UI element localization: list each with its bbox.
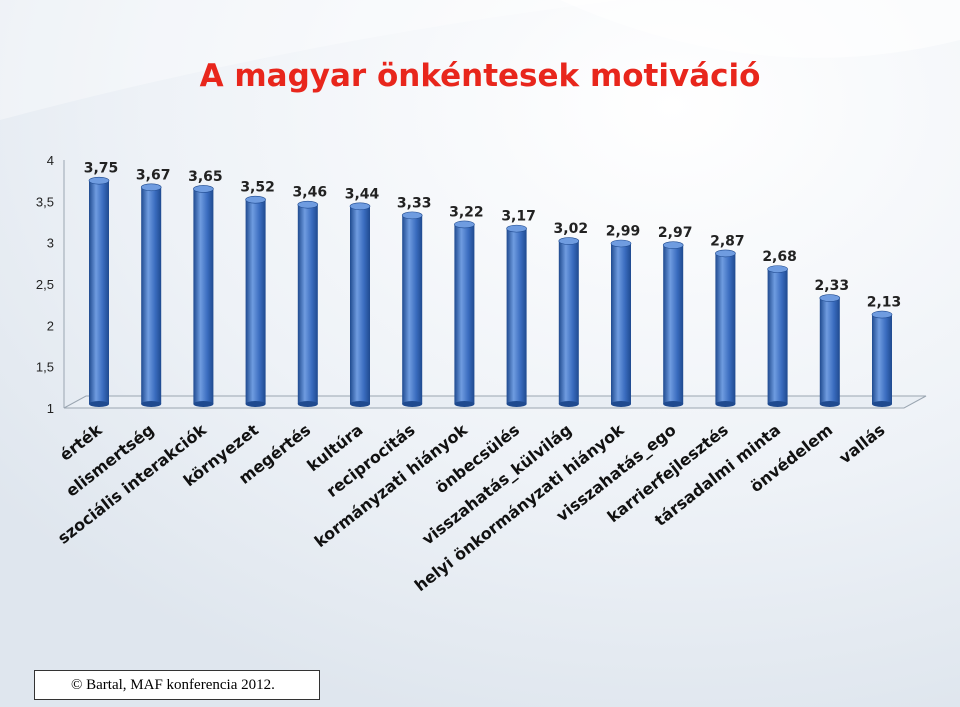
bar-top: [193, 185, 214, 193]
value-label: 3,17: [501, 209, 536, 225]
bar-top: [401, 211, 423, 220]
bar-top: [88, 176, 110, 185]
bar-body: [402, 215, 423, 404]
bar: [871, 310, 893, 407]
value-label: 2,97: [658, 225, 693, 241]
bar-base: [558, 401, 579, 407]
bar-base: [767, 401, 788, 407]
bar: [715, 249, 736, 407]
value-label: 3,67: [136, 167, 171, 183]
value-label: 2,99: [606, 223, 641, 239]
bar-body: [89, 180, 109, 404]
category-label: vallás: [835, 420, 888, 467]
bar-top: [819, 294, 841, 302]
y-tick-label: 1: [47, 401, 54, 416]
bar: [140, 183, 162, 407]
bar: [558, 237, 580, 407]
bar: [193, 185, 214, 407]
bar-top: [610, 239, 632, 248]
page-title: A magyar önkéntesek motiváció: [199, 58, 761, 94]
bar-body: [558, 241, 579, 404]
bar-body: [872, 314, 892, 404]
bar-top: [871, 310, 893, 319]
bar-base: [245, 401, 266, 407]
bar-base: [715, 401, 736, 407]
value-label: 3,33: [397, 195, 432, 211]
bar-body: [245, 199, 266, 404]
bar: [767, 265, 788, 407]
bar: [662, 241, 684, 407]
bar: [245, 195, 266, 407]
value-label: 3,44: [345, 186, 380, 202]
bar: [819, 294, 841, 407]
y-tick-label: 3: [47, 236, 54, 251]
bar: [454, 220, 475, 407]
value-label: 2,87: [710, 233, 745, 249]
copyright-credit: © Bartal, MAF konferencia 2012.: [34, 670, 320, 700]
bar-body: [506, 228, 527, 404]
y-tick-label: 4: [47, 153, 54, 168]
bar-body: [715, 253, 736, 404]
bar-body: [663, 245, 684, 404]
y-tick-label: 2,5: [36, 277, 54, 292]
bar-body: [454, 224, 475, 404]
bar-base: [350, 401, 370, 407]
value-label: 3,65: [188, 169, 223, 185]
value-label: 3,02: [554, 221, 589, 237]
value-label: 3,52: [240, 180, 275, 196]
bar-base: [89, 401, 109, 407]
chart-floor: [63, 395, 927, 409]
bar-body: [819, 298, 840, 404]
bar-body: [141, 187, 162, 404]
bar-top: [245, 195, 266, 204]
bar-body: [350, 206, 370, 404]
bar-base: [872, 401, 892, 407]
bar-body: [611, 243, 631, 404]
value-label: 3,46: [293, 185, 328, 201]
bar-base: [663, 401, 684, 407]
y-tick-label: 1,5: [36, 360, 54, 375]
value-label: 3,75: [84, 161, 119, 177]
bar: [349, 202, 371, 407]
bar-base: [506, 401, 527, 407]
bar: [88, 176, 110, 407]
bar-top: [662, 241, 684, 249]
bar: [297, 200, 319, 407]
bar-top: [454, 220, 475, 229]
value-label: 2,13: [867, 295, 902, 311]
bar-top: [715, 249, 736, 258]
bar-top: [297, 200, 319, 209]
bar-base: [297, 401, 318, 407]
value-label: 3,22: [449, 204, 484, 220]
bar-top: [140, 183, 162, 192]
bar-base: [611, 401, 631, 407]
bar-base: [454, 401, 475, 407]
bar-top: [506, 224, 527, 233]
bar-top: [349, 202, 371, 211]
bar-top: [767, 265, 788, 273]
y-tick-label: 2: [47, 318, 54, 333]
bar: [610, 239, 632, 407]
bar-body: [767, 269, 788, 404]
bar-base: [819, 401, 840, 407]
bar-body: [297, 204, 318, 404]
bar: [506, 224, 527, 407]
bar-body: [193, 188, 214, 404]
bar-base: [141, 401, 162, 407]
y-tick-label: 3,5: [36, 194, 54, 209]
bar-base: [402, 401, 423, 407]
bar-base: [193, 401, 214, 407]
bar-top: [558, 237, 580, 245]
bar: [401, 211, 423, 407]
value-label: 2,33: [815, 278, 850, 294]
value-label: 2,68: [762, 249, 797, 265]
